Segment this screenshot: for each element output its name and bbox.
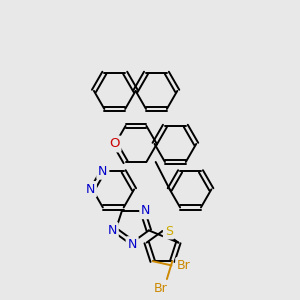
Text: S: S <box>165 225 173 238</box>
Text: Br: Br <box>154 282 168 295</box>
Text: N: N <box>141 204 151 217</box>
Text: N: N <box>128 238 137 251</box>
Text: O: O <box>109 137 120 150</box>
Text: N: N <box>98 165 107 178</box>
Text: N: N <box>86 183 95 196</box>
Text: N: N <box>107 224 117 237</box>
Text: Br: Br <box>177 259 191 272</box>
